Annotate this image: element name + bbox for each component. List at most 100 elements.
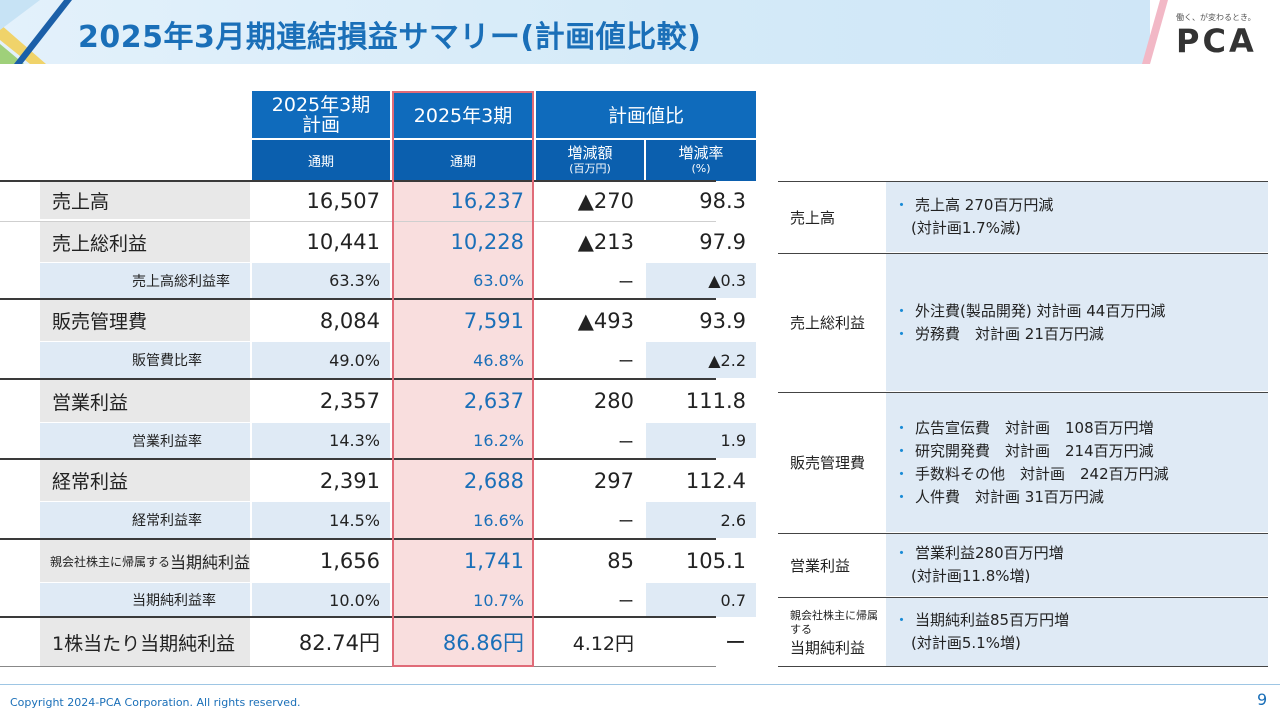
bullet-dot-icon: ・ bbox=[894, 302, 910, 320]
bullet-item: ・労務費 対計画 21百万円減 bbox=[894, 323, 1268, 346]
row-label-text: 経常利益率 bbox=[132, 513, 202, 529]
cell-actual: 7,591 bbox=[463, 308, 524, 333]
bullet-dot-icon: ・ bbox=[894, 196, 910, 214]
panel-divider bbox=[778, 597, 1268, 598]
cell-ratio: 93.9 bbox=[699, 308, 746, 333]
panel-divider bbox=[778, 666, 1268, 667]
bullet-item: ・売上高 270百万円減 bbox=[894, 194, 1268, 217]
row-divider bbox=[0, 298, 716, 300]
header-diff-unit: (百万円) bbox=[569, 161, 611, 175]
header-diff: 増減額 (百万円) bbox=[536, 140, 644, 181]
cell-plan: 10.0% bbox=[252, 583, 390, 617]
header-actual-period-label: 通期 bbox=[449, 155, 476, 170]
cell-actual: 16.2% bbox=[473, 431, 524, 450]
bullet-dot-icon: ・ bbox=[894, 544, 910, 562]
bullet-text: 手数料その他 対計画 242百万円減 bbox=[915, 464, 1169, 483]
cell-ratio: 0.7 bbox=[646, 583, 756, 617]
row-label-operating-income: 営業利益 bbox=[40, 380, 250, 422]
header-plan-period-label: 通期 bbox=[307, 155, 334, 170]
row-label-sga-ratio: 販管費比率 bbox=[40, 342, 250, 378]
cell-ratio: ー bbox=[725, 631, 746, 655]
commentary-label-net-income: 親会社株主に帰属する 当期純利益 bbox=[778, 598, 886, 666]
bullet-dot-icon: ・ bbox=[894, 441, 910, 460]
header-ratio-unit: (%) bbox=[691, 161, 711, 175]
row-label-big: 当期純利益 bbox=[170, 553, 251, 572]
bullet-text: 研究開発費 対計画 214百万円減 bbox=[915, 441, 1154, 460]
cell-ratio: 97.9 bbox=[699, 230, 746, 254]
footer-divider bbox=[0, 684, 1280, 685]
cell-actual: 10,228 bbox=[450, 230, 524, 254]
cell-diff: ー bbox=[536, 583, 644, 617]
cell-plan: 8,084 bbox=[319, 308, 380, 333]
row-label-text: 売上高総利益率 bbox=[132, 273, 230, 290]
cell-plan: 2,357 bbox=[319, 389, 380, 413]
row-label-eps: 1株当たり当期純利益 bbox=[40, 618, 250, 666]
row-divider bbox=[0, 616, 716, 618]
row-divider bbox=[0, 538, 716, 540]
bullet-dot-icon: ・ bbox=[894, 611, 910, 629]
row-label-net-income: 親会社株主に帰属する 当期純利益 bbox=[40, 540, 250, 582]
cell-ratio: ▲0.3 bbox=[646, 263, 756, 298]
bullet-dot-icon: ・ bbox=[894, 464, 910, 483]
logo-tagline: 働く、が変わるとき。 bbox=[1176, 13, 1256, 22]
header-ratio: 増減率 (%) bbox=[646, 140, 756, 181]
row-divider bbox=[0, 180, 716, 182]
header-decoration bbox=[0, 0, 72, 64]
bullet-continuation: (対計画1.7%減) bbox=[911, 219, 1021, 237]
cell-plan: 2,391 bbox=[319, 468, 380, 493]
commentary-body-sga: ・広告宣伝費 対計画 108百万円増 ・研究開発費 対計画 214百万円減 ・手… bbox=[886, 393, 1268, 532]
bullet-dot-icon: ・ bbox=[894, 325, 910, 343]
row-label-small: 親会社株主に帰属する bbox=[50, 554, 171, 569]
panel-divider bbox=[778, 181, 1268, 182]
row-divider bbox=[0, 458, 716, 460]
cell-diff: ▲213 bbox=[577, 230, 634, 254]
header-plan-line1: 2025年3期 bbox=[271, 93, 371, 116]
header-plan-period: 通期 bbox=[252, 140, 390, 181]
bullet-item: ・当期純利益85百万円増 bbox=[894, 609, 1268, 632]
bullet-continuation: (対計画5.1%増) bbox=[911, 634, 1021, 652]
cell-plan: 49.0% bbox=[252, 342, 390, 378]
cell-plan: 10,441 bbox=[306, 230, 380, 254]
row-label-text: 経常利益 bbox=[52, 471, 129, 493]
header-ratio-label: 増減率 bbox=[678, 143, 724, 162]
page-title: 2025年3月期連結損益サマリー(計画値比較) bbox=[78, 20, 702, 55]
pink-stripe-decoration bbox=[1142, 0, 1168, 64]
commentary-label-sales: 売上高 bbox=[778, 182, 886, 252]
commentary-label-operating-income: 営業利益 bbox=[778, 534, 886, 596]
commentary-body-net-income: ・当期純利益85百万円増 (対計画5.1%増) bbox=[886, 598, 1268, 666]
header-plan-line2: 計画 bbox=[301, 113, 340, 136]
bullet-text: 営業利益280百万円増 bbox=[915, 544, 1064, 562]
bullet-item: ・外注費(製品開発) 対計画 44百万円減 bbox=[894, 300, 1268, 323]
cell-diff: ー bbox=[536, 423, 644, 458]
row-label-text: 販管費比率 bbox=[132, 353, 202, 369]
commentary-body-operating-income: ・営業利益280百万円増 (対計画11.8%増) bbox=[886, 534, 1268, 596]
cell-diff: 280 bbox=[593, 389, 634, 413]
cell-actual: 46.8% bbox=[473, 350, 524, 370]
header-actual-label: 2025年3期 bbox=[413, 105, 513, 127]
row-label-ordinary-income: 経常利益 bbox=[40, 460, 250, 501]
highlight-column bbox=[392, 182, 534, 667]
page-number: 9 bbox=[1257, 690, 1268, 709]
cell-actual: 1,741 bbox=[463, 549, 524, 573]
panel-divider bbox=[778, 253, 1268, 254]
panel-divider bbox=[778, 533, 1268, 534]
bullet-dot-icon: ・ bbox=[894, 418, 910, 437]
bullet-continuation: (対計画11.8%増) bbox=[911, 567, 1031, 585]
bullet-text: 外注費(製品開発) 対計画 44百万円減 bbox=[915, 302, 1166, 320]
cell-ratio: 98.3 bbox=[699, 188, 746, 213]
bullet-text: 当期純利益85百万円増 bbox=[915, 611, 1070, 629]
cell-plan: 63.3% bbox=[252, 263, 390, 298]
bullet-item: ・研究開発費 対計画 214百万円減 bbox=[894, 440, 1268, 463]
header-actual: 2025年3期 bbox=[392, 91, 534, 138]
cell-diff: 85 bbox=[607, 549, 634, 573]
row-label-operating-margin: 営業利益率 bbox=[40, 423, 250, 458]
cell-ratio: 112.4 bbox=[685, 468, 746, 493]
bullet-item: ・営業利益280百万円増 bbox=[894, 542, 1268, 565]
commentary-label-sga: 販売管理費 bbox=[778, 393, 886, 532]
cell-diff: ー bbox=[536, 263, 644, 298]
cell-plan: 16,507 bbox=[306, 188, 380, 213]
row-label-text: 売上総利益 bbox=[52, 232, 148, 255]
cell-diff: ー bbox=[536, 342, 644, 378]
row-label-text: 当期純利益率 bbox=[132, 593, 216, 609]
cell-ratio: 2.6 bbox=[646, 502, 756, 538]
